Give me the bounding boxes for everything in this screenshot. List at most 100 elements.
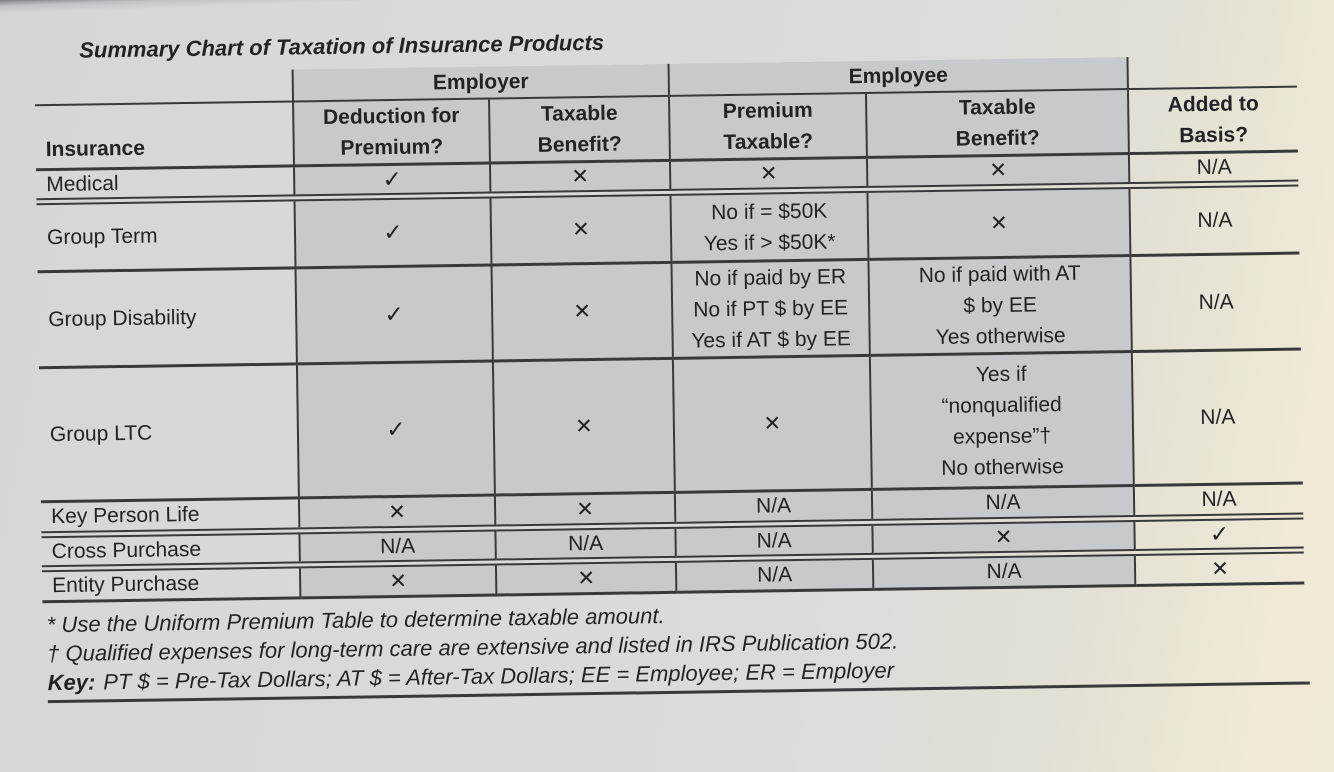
cell-key-person-life-employee-premium-taxable: N/A [674,489,873,526]
cell-group-disability-added-to-basis: N/A [1130,253,1301,352]
column-header-line: Added to [1167,92,1259,117]
cell-key-person-life-employee-taxable-benefit: N/A [871,485,1135,523]
cross-mark-icon: ✕ [576,497,595,521]
cell-text-line: No otherwise [941,454,1064,480]
cell-medical-employer-taxable-benefit: ✕ [489,160,671,196]
column-header-line: Benefit? [537,132,622,157]
cell-key-person-life-employer-taxable-benefit: ✕ [494,492,676,529]
cell-text-line: “nonqualified [941,392,1062,418]
check-mark-icon: ✓ [386,415,406,443]
table-row-group-disability: Group Disability ✓ ✕ No if paid by ER No if … [37,253,1301,368]
cell-group-disability-employee-premium-taxable: No if paid by ER No if PT $ by EE Yes if A… [671,259,870,359]
taxation-summary-table: Employer Employee Insurance Deduction fo… [34,54,1305,604]
check-mark-icon: ✓ [383,218,403,246]
cross-mark-icon: ✕ [574,415,593,439]
cell-value: N/A [1201,487,1237,512]
cell-value: N/A [1198,290,1234,314]
cell-group-ltc-employer-taxable-benefit: ✕ [492,358,675,496]
cell-cross-purchase-employee-premium-taxable: N/A [675,522,873,560]
cell-value: N/A [755,494,792,518]
column-header-line: Premium [722,98,813,124]
cell-text-line: No if PT $ by EE [693,296,849,322]
cell-value: N/A [1200,405,1236,429]
cell-key-person-life-added-to-basis: N/A [1133,483,1304,519]
cell-text-line: No if paid with AT [918,261,1081,288]
cell-medical-employee-taxable-benefit: ✕ [866,153,1130,190]
row-header-cross-purchase: Cross Purchase [41,530,300,569]
cell-value: N/A [1197,208,1233,232]
check-mark-icon: ✓ [1209,520,1230,547]
cell-text-line: Yes if > $50K* [703,229,836,255]
column-header-employer-deduction-for-premium: Deduction for Premium? [293,98,490,166]
cross-mark-icon: ✕ [572,218,590,242]
cell-group-disability-employee-taxable-benefit: No if paid with AT $ by EE Yes otherwise [868,255,1132,356]
cell-text-line: Yes otherwise [935,324,1066,349]
cross-mark-icon: ✕ [989,211,1008,236]
row-header-medical: Medical [36,165,295,202]
cell-text-line: Yes if [975,362,1027,386]
cell-cross-purchase-employee-taxable-benefit: ✕ [872,518,1135,557]
row-header-group-disability: Group Disability [37,267,297,368]
cross-mark-icon: ✕ [1211,557,1230,581]
column-header-line: Taxable [958,95,1036,120]
cell-text-line: No if paid by ER [694,265,847,291]
cell-entity-purchase-added-to-basis: ✕ [1134,550,1305,586]
column-header-line: Deduction for [322,103,460,130]
cell-value: N/A [567,531,604,555]
cell-key-person-life-employer-deduction-for-premium: ✕ [298,495,496,531]
document-content: Summary Chart of Taxation of Insurance P… [34,19,1316,704]
cross-mark-icon: ✕ [994,525,1013,550]
column-header-line: Taxable? [723,129,814,155]
column-header-employer-taxable-benefit: Taxable Benefit? [489,95,670,164]
cell-value: N/A [756,528,792,553]
cross-mark-icon: ✕ [571,165,590,189]
insurance-column-header: Insurance [35,101,294,170]
cell-group-disability-employer-deduction-for-premium: ✓ [295,265,493,364]
column-header-line: Basis? [1179,123,1249,148]
cell-group-disability-employer-taxable-benefit: ✕ [491,262,673,362]
cell-text-line: No if = $50K [710,199,828,224]
cell-cross-purchase-added-to-basis: ✓ [1134,516,1304,553]
cell-entity-purchase-employee-taxable-benefit: N/A [872,552,1136,590]
footnotes: * Use the Uniform Premium Table to deter… [47,591,1316,704]
cell-text-line: Yes if AT $ by EE [691,327,852,353]
column-header-employee-taxable-benefit: Taxable Benefit? [865,89,1129,158]
cell-medical-added-to-basis: N/A [1128,151,1299,186]
corner-cell [34,69,294,106]
cell-group-term-employee-taxable-benefit: ✕ [867,185,1131,260]
cross-mark-icon: ✕ [763,412,782,436]
cell-text-line: expense”† [952,423,1052,449]
cell-cross-purchase-employer-deduction-for-premium: N/A [299,528,496,565]
row-header-entity-purchase: Entity Purchase [41,564,301,602]
cell-entity-purchase-employee-premium-taxable: N/A [675,556,874,593]
column-header-line: Benefit? [955,126,1040,151]
cell-group-term-employer-deduction-for-premium: ✓ [294,195,492,268]
column-header-line: Taxable [540,101,618,126]
cell-entity-purchase-employer-deduction-for-premium: ✕ [299,562,497,598]
cell-value: N/A [985,490,1021,515]
cell-group-term-added-to-basis: N/A [1129,183,1300,256]
cell-value: N/A [1196,155,1232,179]
cell-medical-employer-deduction-for-premium: ✓ [293,163,491,198]
cross-mark-icon: ✕ [577,566,596,590]
cell-entity-purchase-employer-taxable-benefit: ✕ [495,559,677,595]
key-label: Key: [47,669,96,696]
cross-mark-icon: ✕ [759,162,778,186]
column-header-added-to-basis: Added to Basis? [1127,86,1298,154]
row-header-key-person-life: Key Person Life [40,497,300,535]
cross-mark-icon: ✕ [573,300,592,324]
cell-cross-purchase-employer-taxable-benefit: N/A [495,525,676,563]
check-mark-icon: ✓ [382,165,403,193]
cross-mark-icon: ✕ [389,569,408,593]
cell-value: N/A [756,563,793,587]
column-header-employee-premium-taxable: Premium Taxable? [669,92,867,161]
cell-text-line: $ by EE [963,293,1038,318]
cell-group-ltc-employer-deduction-for-premium: ✓ [296,361,495,498]
cross-mark-icon: ✕ [989,158,1008,183]
added-to-basis-spacer [1127,54,1297,90]
cell-group-ltc-employee-taxable-benefit: Yes if “nonqualified expense”† No otherwise [869,351,1134,490]
check-mark-icon: ✓ [384,300,405,328]
cross-mark-icon: ✕ [388,500,407,524]
cell-group-ltc-added-to-basis: N/A [1131,349,1303,486]
